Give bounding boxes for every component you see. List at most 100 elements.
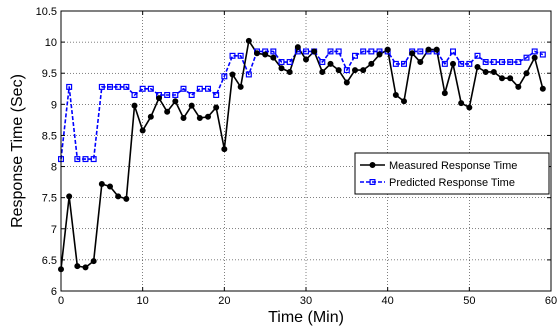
measured-point: [490, 68, 497, 75]
predicted-point: [270, 48, 277, 55]
measured-point: [441, 90, 448, 97]
predicted-point: [286, 59, 293, 66]
x-tick-label: 50: [463, 295, 475, 307]
measured-point: [376, 51, 383, 58]
measured-point: [164, 108, 171, 115]
measured-point: [482, 68, 489, 75]
measured-point: [507, 75, 514, 82]
x-tick-label: 40: [382, 295, 394, 307]
predicted-point: [515, 59, 522, 66]
measured-point: [384, 46, 391, 53]
legend-entry-predicted: Predicted Response Time: [360, 177, 515, 189]
legend-marker: [369, 179, 376, 186]
measured-point: [172, 98, 179, 105]
x-tick-label: 20: [218, 295, 230, 307]
measured-point: [188, 102, 195, 109]
series-line-predicted: [60, 50, 544, 160]
measured-point: [253, 50, 260, 57]
measured-point: [498, 75, 505, 82]
predicted-point: [417, 48, 424, 55]
measured-point: [245, 37, 252, 44]
legend-label: Measured Response Time: [389, 160, 517, 172]
legend-box: [354, 152, 550, 195]
predicted-point: [450, 48, 457, 55]
predicted-point: [172, 91, 179, 98]
predicted-point: [539, 51, 546, 58]
predicted-point: [303, 48, 310, 55]
measured-point: [82, 264, 89, 271]
y-tick-label: 10: [45, 37, 57, 49]
predicted-point: [474, 52, 481, 59]
y-tick-label: 8.5: [42, 130, 57, 142]
measured-point: [433, 46, 440, 53]
measured-point: [449, 60, 456, 67]
predicted-point: [343, 67, 350, 74]
legend-label: Predicted Response Time: [389, 177, 515, 189]
predicted-point: [392, 60, 399, 67]
y-axis-label: Response Time (Sec): [9, 74, 26, 228]
y-tick-label: 9.5: [42, 68, 57, 80]
predicted-point: [82, 156, 89, 163]
x-axis-label: Time (Min): [268, 309, 344, 326]
measured-point: [294, 44, 301, 51]
predicted-point: [245, 71, 252, 78]
measured-point: [327, 60, 334, 67]
y-tick-label: 7.5: [42, 193, 57, 205]
predicted-point: [360, 48, 367, 55]
predicted-point: [139, 85, 146, 92]
x-tick-label: 60: [545, 295, 557, 307]
predicted-point: [466, 60, 473, 67]
measured-point: [466, 104, 473, 111]
measured-point: [204, 113, 211, 120]
measured-point: [515, 83, 522, 90]
measured-point: [213, 104, 220, 111]
predicted-point: [98, 83, 105, 90]
predicted-point: [523, 54, 530, 61]
measured-point: [531, 54, 538, 61]
predicted-point: [278, 59, 285, 66]
measured-point: [98, 180, 105, 187]
predicted-point: [164, 91, 171, 98]
y-tick-label: 10.5: [36, 6, 57, 18]
measured-point: [343, 79, 350, 86]
measured-point: [270, 54, 277, 61]
axis-ticks: [60, 10, 552, 292]
x-tick-label: 10: [137, 295, 149, 307]
predicted-point: [531, 48, 538, 55]
measured-point: [409, 50, 416, 57]
measured-point: [474, 64, 481, 71]
measured-point: [417, 59, 424, 66]
x-tick-label: 30: [300, 295, 312, 307]
predicted-point: [368, 48, 375, 55]
predicted-point: [229, 52, 236, 59]
measured-point: [286, 68, 293, 75]
legend-entry-measured: Measured Response Time: [360, 160, 517, 172]
predicted-point: [335, 48, 342, 55]
predicted-point: [507, 59, 514, 66]
measured-point: [221, 146, 228, 153]
measured-point: [523, 70, 530, 77]
predicted-point: [401, 60, 408, 67]
legend: Measured Response Time Predicted Response…: [354, 152, 550, 195]
measured-point: [262, 51, 269, 58]
measured-point: [368, 60, 375, 67]
tick-labels: 0 10 20 30 40 50 60 6 6.5 7 7.5 8 8.5 9 9.5 10 10.5: [36, 6, 557, 307]
measured-point: [229, 71, 236, 78]
measured-point: [458, 100, 465, 107]
predicted-point: [106, 83, 113, 90]
measured-point: [311, 48, 318, 55]
predicted-point: [205, 85, 212, 92]
predicted-point: [221, 73, 228, 80]
y-tick-label: 6: [51, 286, 57, 298]
measured-point: [335, 67, 342, 74]
measured-point: [425, 46, 432, 53]
series-markers: [57, 37, 546, 273]
predicted-point: [196, 85, 203, 92]
predicted-point: [319, 59, 326, 66]
predicted-point: [352, 52, 359, 59]
measured-point: [115, 193, 122, 200]
predicted-point: [441, 60, 448, 67]
predicted-point: [213, 91, 220, 98]
predicted-point: [74, 156, 81, 163]
